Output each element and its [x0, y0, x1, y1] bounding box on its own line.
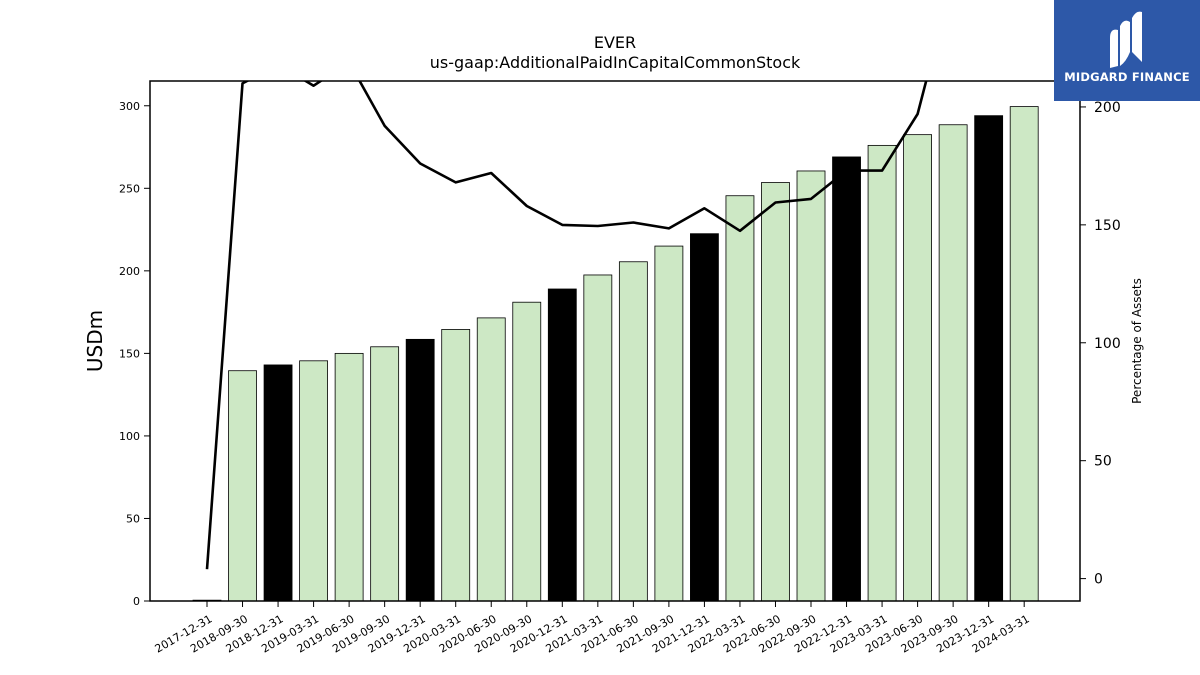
- bar: [370, 346, 400, 602]
- y-tick-label: 100: [119, 430, 140, 443]
- bar: [690, 233, 719, 602]
- x-axis: 2017-12-312018-09-302018-12-312019-03-31…: [153, 601, 1032, 656]
- y-tick-label: 200: [119, 265, 140, 278]
- plot-frame: [149, 80, 1081, 602]
- y2-tick-label: 100: [1094, 336, 1121, 352]
- bar: [832, 156, 861, 602]
- bar: [547, 288, 577, 602]
- bar: [654, 245, 684, 602]
- bar: [796, 170, 826, 602]
- bar: [583, 274, 613, 602]
- bar: [228, 370, 257, 602]
- bar: [867, 144, 897, 602]
- y-tick-label: 300: [119, 100, 140, 113]
- brand-logo: MIDGARD FINANCE: [1054, 0, 1200, 101]
- brand-logo-text: MIDGARD FINANCE: [1064, 70, 1190, 84]
- y-tick-label: 150: [119, 347, 140, 360]
- bar: [512, 301, 542, 602]
- bar: [618, 261, 648, 602]
- bar: [476, 317, 506, 602]
- bar: [725, 195, 755, 602]
- y2-tick-label: 0: [1094, 572, 1103, 588]
- y-axis-left: 0 50 100 150 200 250 300: [119, 100, 150, 608]
- y2-tick-label: 200: [1094, 100, 1121, 116]
- y-axis-right: 0 50 100 150 200: [1080, 100, 1121, 588]
- bar: [299, 360, 328, 602]
- line-layer: [205, 81, 928, 570]
- bar: [903, 134, 932, 602]
- y-tick-label: 0: [133, 595, 140, 608]
- y-tick-label: 50: [126, 512, 140, 525]
- bar: [441, 329, 471, 602]
- chart-title: EVER: [594, 33, 636, 52]
- bar: [334, 352, 364, 602]
- bar: [761, 182, 790, 602]
- y-axis-label: USDm: [83, 310, 107, 372]
- bar: [263, 364, 293, 602]
- bars-layer: [192, 106, 1039, 602]
- series-line: [205, 81, 928, 570]
- bar: [938, 124, 968, 602]
- bar: [974, 115, 1004, 602]
- y2-tick-label: 150: [1094, 218, 1121, 234]
- y2-axis-label: Percentage of Assets: [1130, 278, 1144, 404]
- chart-subtitle: us-gaap:AdditionalPaidInCapitalCommonSto…: [430, 53, 801, 72]
- bar: [1009, 106, 1039, 602]
- bar: [405, 338, 435, 602]
- y-tick-label: 250: [119, 182, 140, 195]
- midgard-logo-icon: [1110, 11, 1142, 68]
- y2-tick-label: 50: [1094, 454, 1112, 470]
